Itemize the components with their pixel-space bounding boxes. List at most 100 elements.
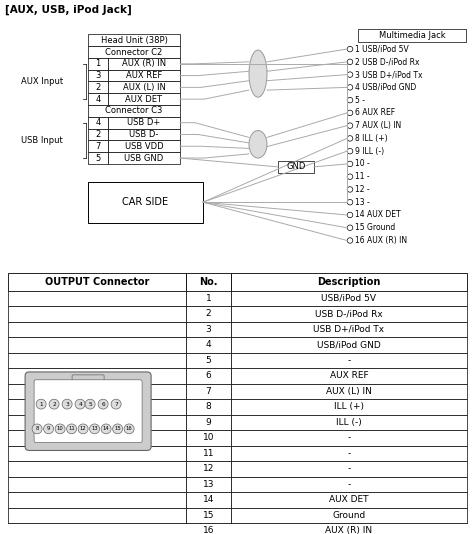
Bar [186, 430, 231, 446]
Text: 12: 12 [203, 465, 214, 474]
Circle shape [347, 59, 353, 65]
Text: 1: 1 [39, 402, 43, 406]
Text: USB D+/iPod Tx: USB D+/iPod Tx [313, 325, 384, 334]
Circle shape [347, 72, 353, 77]
Circle shape [44, 424, 54, 434]
Text: 15 Ground: 15 Ground [355, 223, 395, 232]
Bar [231, 523, 467, 534]
Text: 3: 3 [65, 402, 69, 406]
Bar [231, 352, 467, 368]
Text: 2: 2 [95, 130, 100, 139]
Text: 15: 15 [203, 511, 214, 520]
Text: 1: 1 [95, 59, 100, 68]
Text: 4: 4 [95, 118, 100, 127]
Text: 2: 2 [95, 83, 100, 92]
Text: AUX (L) IN: AUX (L) IN [326, 387, 372, 396]
Text: ILL (-): ILL (-) [336, 418, 362, 427]
Bar [186, 492, 231, 508]
Bar [8, 273, 186, 290]
Text: 8 ILL (+): 8 ILL (+) [355, 134, 388, 143]
Text: 16: 16 [126, 426, 132, 431]
Text: AUX DET: AUX DET [329, 496, 369, 505]
Ellipse shape [249, 50, 267, 97]
Text: 9: 9 [47, 426, 50, 431]
Text: 3 USB D+/iPod Tx: 3 USB D+/iPod Tx [355, 70, 422, 79]
Bar [8, 477, 186, 492]
Text: 3: 3 [95, 71, 100, 80]
FancyBboxPatch shape [72, 375, 104, 384]
Bar [8, 492, 186, 508]
Text: USB VDD: USB VDD [125, 142, 164, 151]
Bar [88, 58, 108, 70]
Text: Description: Description [317, 277, 381, 287]
Bar [88, 182, 203, 223]
Text: USB GND: USB GND [124, 154, 164, 162]
Bar [186, 414, 231, 430]
Text: 4: 4 [78, 402, 82, 406]
Text: 2: 2 [206, 309, 211, 318]
Text: 10: 10 [57, 426, 64, 431]
Bar [8, 523, 186, 534]
Text: USB/iPod 5V: USB/iPod 5V [321, 294, 376, 303]
Circle shape [347, 148, 353, 154]
Bar [108, 152, 180, 164]
Circle shape [347, 84, 353, 90]
Bar [8, 461, 186, 477]
Text: 14: 14 [103, 426, 109, 431]
Circle shape [62, 399, 72, 409]
Text: AUX REF: AUX REF [330, 371, 368, 380]
Bar [88, 117, 108, 129]
Text: 3: 3 [206, 325, 211, 334]
Text: 13: 13 [203, 480, 214, 489]
Bar [231, 461, 467, 477]
Text: 7: 7 [206, 387, 211, 396]
Text: 1: 1 [206, 294, 211, 303]
Text: 5: 5 [206, 356, 211, 365]
Bar [8, 290, 186, 306]
Bar [108, 58, 180, 70]
Bar [88, 70, 108, 82]
Bar [108, 93, 180, 105]
Bar [88, 82, 108, 93]
Bar [231, 273, 467, 290]
Bar [186, 337, 231, 352]
Text: 15: 15 [114, 426, 121, 431]
Bar [186, 306, 231, 321]
Bar [186, 523, 231, 534]
Bar [231, 414, 467, 430]
Bar [8, 368, 186, 383]
Text: GND: GND [286, 162, 306, 171]
Bar [8, 337, 186, 352]
Text: 6: 6 [101, 402, 105, 406]
Text: 1 USB/iPod 5V: 1 USB/iPod 5V [355, 44, 409, 53]
Circle shape [347, 212, 353, 218]
Bar [231, 383, 467, 399]
Circle shape [347, 136, 353, 141]
Text: 12: 12 [80, 426, 86, 431]
Text: No.: No. [199, 277, 218, 287]
Text: 11 -: 11 - [355, 172, 370, 181]
Circle shape [347, 161, 353, 167]
Text: -: - [347, 434, 351, 442]
Bar [108, 129, 180, 140]
Text: 11: 11 [203, 449, 214, 458]
Circle shape [85, 399, 95, 409]
Text: 6: 6 [206, 371, 211, 380]
Circle shape [113, 424, 123, 434]
Circle shape [55, 424, 65, 434]
Bar [231, 399, 467, 414]
Text: 4 USB/iPod GND: 4 USB/iPod GND [355, 83, 416, 92]
Bar [231, 430, 467, 446]
Circle shape [75, 399, 85, 409]
Text: Connector C2: Connector C2 [105, 48, 163, 57]
Ellipse shape [249, 130, 267, 158]
Bar [231, 290, 467, 306]
Text: AUX (R) IN: AUX (R) IN [122, 59, 166, 68]
Text: 7: 7 [114, 402, 118, 406]
Bar [231, 306, 467, 321]
Text: 5: 5 [95, 154, 100, 162]
Bar [186, 368, 231, 383]
Circle shape [347, 187, 353, 192]
Text: 4: 4 [95, 95, 100, 104]
Bar [231, 508, 467, 523]
